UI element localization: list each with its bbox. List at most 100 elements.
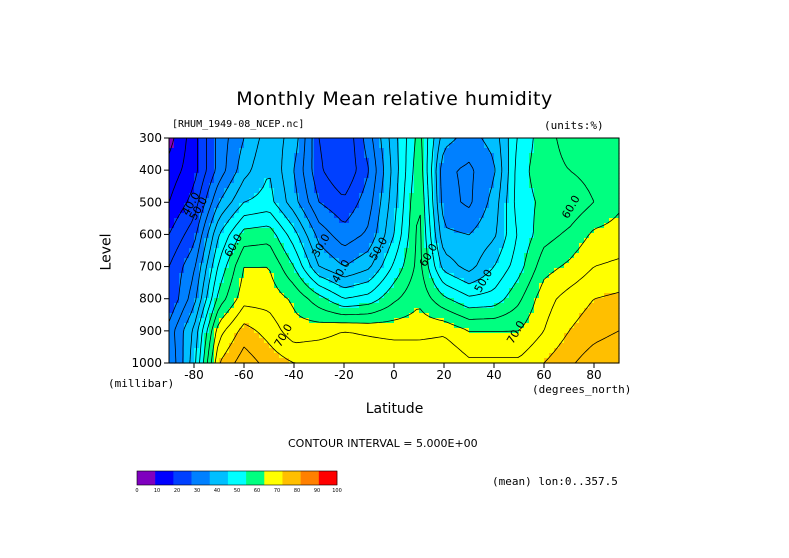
field-cell xyxy=(474,288,480,294)
field-cell xyxy=(364,323,370,329)
field-cell xyxy=(464,298,470,304)
field-cell xyxy=(494,168,500,174)
field-cell xyxy=(404,343,410,349)
field-cell xyxy=(294,228,300,234)
field-cell xyxy=(489,333,495,339)
field-cell xyxy=(379,323,385,329)
field-cell xyxy=(274,278,280,284)
field-cell xyxy=(529,338,535,344)
field-cell xyxy=(304,163,310,169)
field-cell xyxy=(469,228,475,234)
field-cell xyxy=(589,358,595,364)
field-cell xyxy=(264,358,270,364)
field-cell xyxy=(394,323,400,329)
field-cell xyxy=(334,248,340,254)
field-cell xyxy=(219,318,225,324)
field-cell xyxy=(334,293,340,299)
field-cell xyxy=(444,228,450,234)
field-cell xyxy=(389,203,395,209)
field-cell xyxy=(199,338,205,344)
field-cell xyxy=(314,148,320,154)
field-cell xyxy=(264,343,270,349)
field-cell xyxy=(579,278,585,284)
field-cell xyxy=(539,213,545,219)
field-cell xyxy=(464,333,470,339)
field-cell xyxy=(614,218,620,224)
field-cell xyxy=(514,308,520,314)
field-cell xyxy=(334,208,340,214)
field-cell xyxy=(544,253,550,259)
field-cell xyxy=(409,213,415,219)
field-cell xyxy=(514,263,520,269)
field-cell xyxy=(199,323,205,329)
field-cell xyxy=(419,228,425,234)
field-cell xyxy=(599,278,605,284)
field-cell xyxy=(554,308,560,314)
field-cell xyxy=(394,313,400,319)
field-cell xyxy=(509,153,515,159)
field-cell xyxy=(609,288,615,294)
field-cell xyxy=(519,218,525,224)
field-cell xyxy=(284,343,290,349)
field-cell xyxy=(289,358,295,364)
field-cell xyxy=(554,163,560,169)
field-cell xyxy=(494,298,500,304)
field-cell xyxy=(509,293,515,299)
field-cell xyxy=(274,303,280,309)
field-cell xyxy=(184,178,190,184)
field-cell xyxy=(279,238,285,244)
field-cell xyxy=(224,258,230,264)
field-cell xyxy=(414,213,420,219)
field-cell xyxy=(584,218,590,224)
field-cell xyxy=(499,193,505,199)
field-cell xyxy=(294,268,300,274)
field-cell xyxy=(259,323,265,329)
field-cell xyxy=(454,173,460,179)
field-cell xyxy=(499,253,505,259)
field-cell xyxy=(499,318,505,324)
field-cell xyxy=(474,243,480,249)
field-cell xyxy=(359,343,365,349)
field-cell xyxy=(364,183,370,189)
field-cell xyxy=(579,318,585,324)
field-cell xyxy=(389,218,395,224)
field-cell xyxy=(344,243,350,249)
field-cell xyxy=(534,313,540,319)
field-cell xyxy=(369,283,375,289)
field-cell xyxy=(604,223,610,229)
field-cell xyxy=(604,163,610,169)
field-cell xyxy=(594,343,600,349)
field-cell xyxy=(219,288,225,294)
field-cell xyxy=(424,358,430,364)
field-cell xyxy=(569,208,575,214)
field-cell xyxy=(394,168,400,174)
field-cell xyxy=(574,258,580,264)
field-cell xyxy=(359,233,365,239)
field-cell xyxy=(499,218,505,224)
field-cell xyxy=(349,168,355,174)
field-cell xyxy=(259,348,265,354)
field-cell xyxy=(539,158,545,164)
field-cell xyxy=(394,243,400,249)
field-cell xyxy=(559,203,565,209)
field-cell xyxy=(469,193,475,199)
field-cell xyxy=(279,313,285,319)
field-cell xyxy=(569,193,575,199)
field-cell xyxy=(454,268,460,274)
field-cell xyxy=(404,253,410,259)
field-cell xyxy=(214,293,220,299)
field-cell xyxy=(409,268,415,274)
field-cell xyxy=(479,303,485,309)
field-cell xyxy=(474,218,480,224)
field-cell xyxy=(394,158,400,164)
field-cell xyxy=(224,253,230,259)
field-cell xyxy=(554,173,560,179)
field-cell xyxy=(199,163,205,169)
field-cell xyxy=(259,293,265,299)
field-cell xyxy=(234,173,240,179)
field-cell xyxy=(299,283,305,289)
field-cell xyxy=(444,233,450,239)
field-cell xyxy=(384,188,390,194)
field-cell xyxy=(534,238,540,244)
field-cell xyxy=(289,228,295,234)
